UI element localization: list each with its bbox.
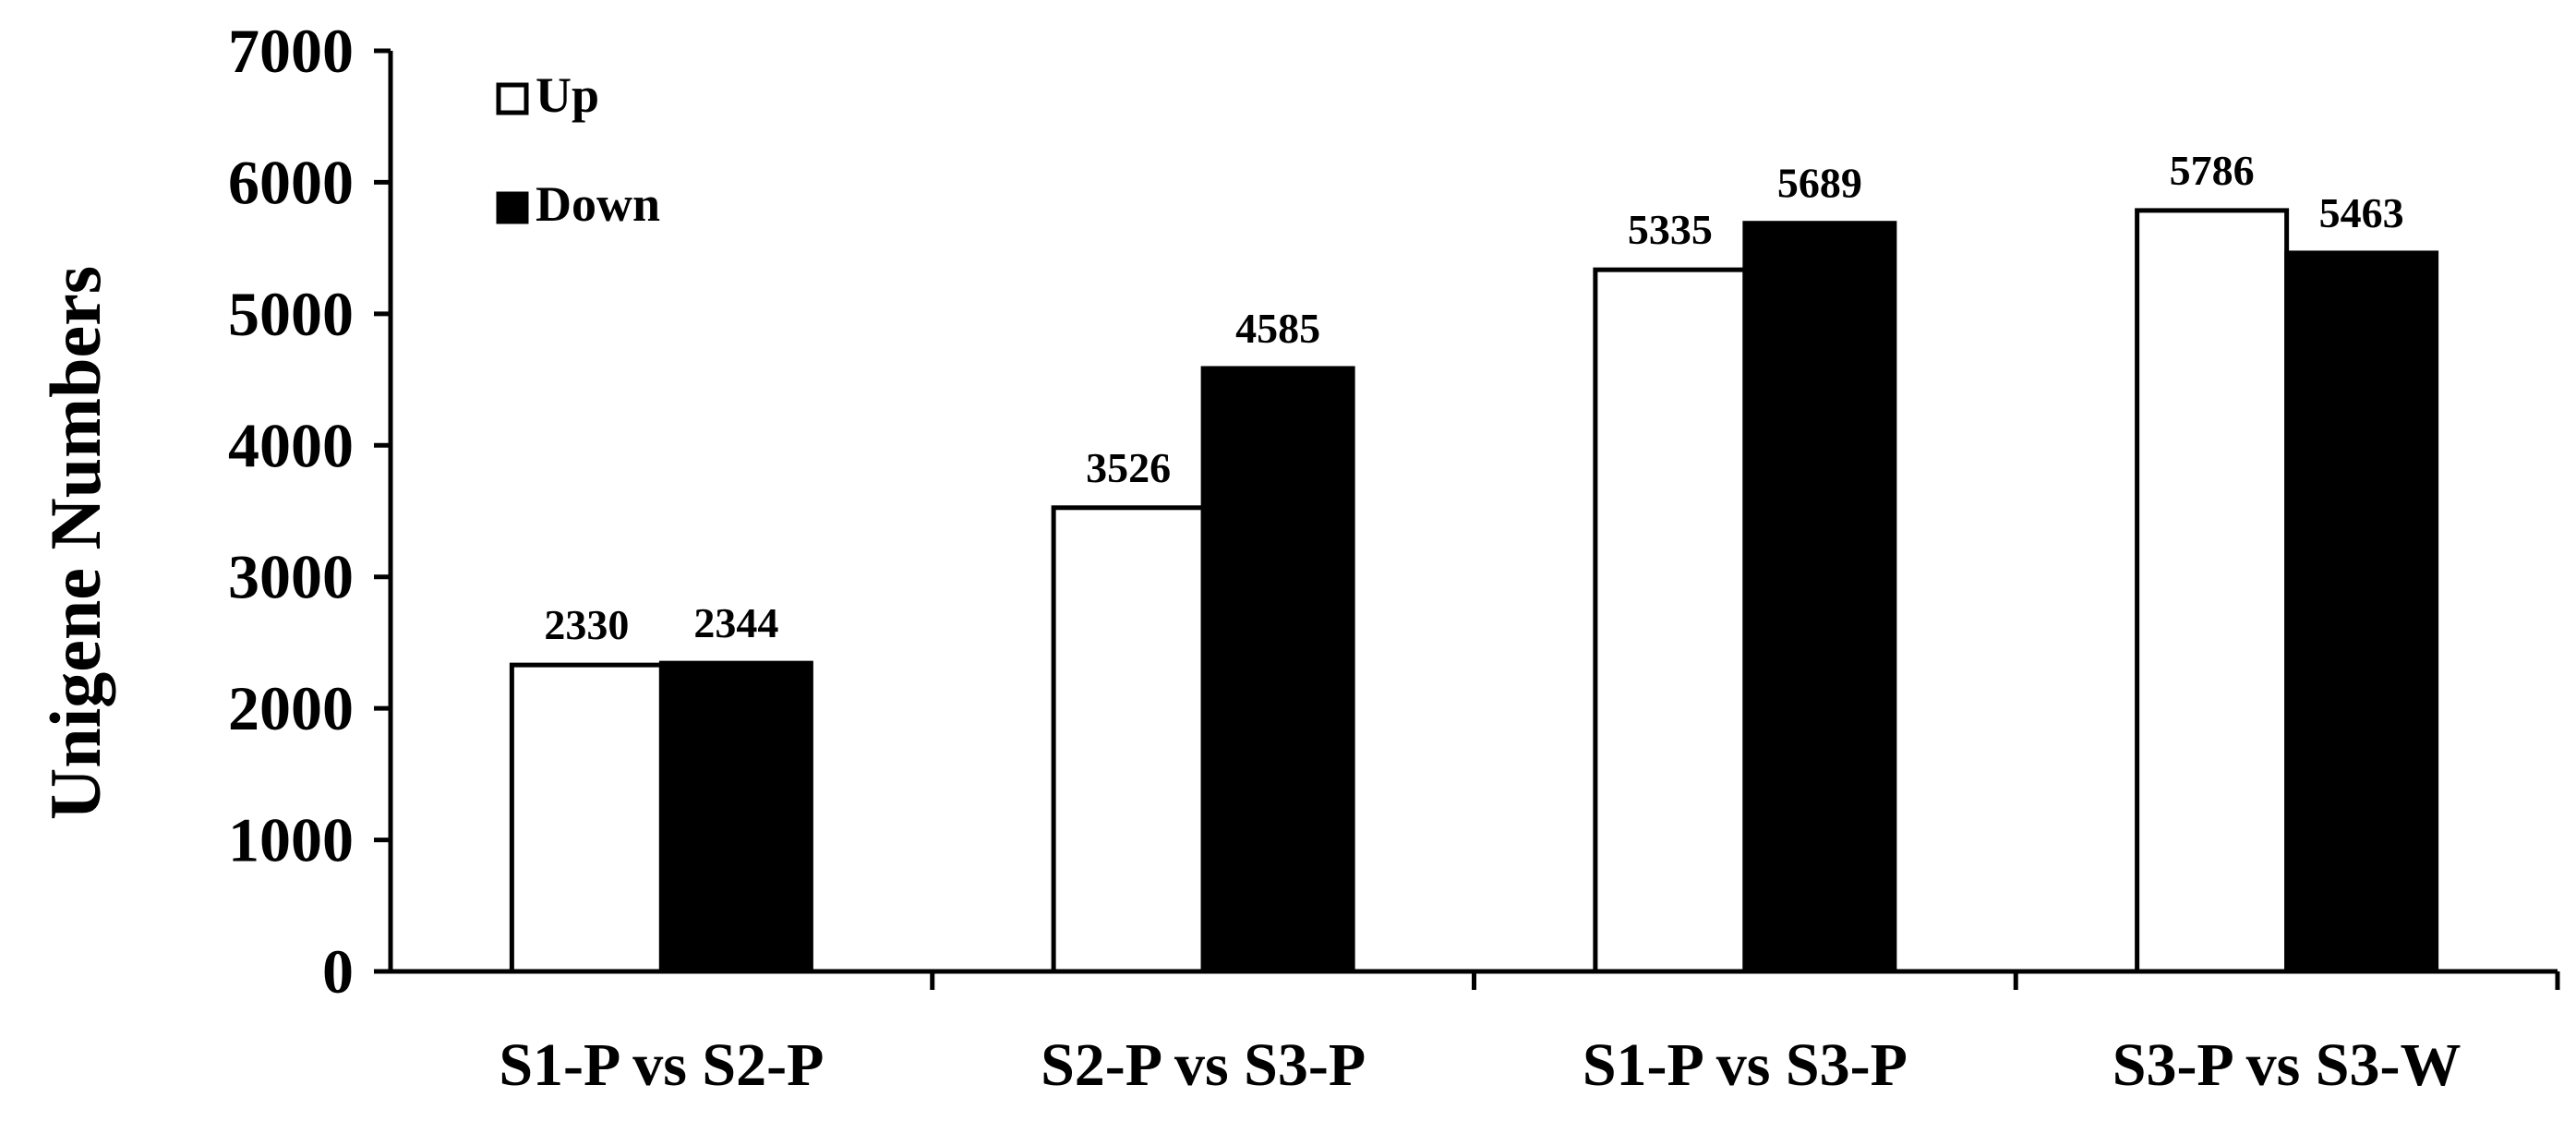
bar-up bbox=[2135, 208, 2290, 974]
legend-label: Up bbox=[536, 67, 599, 123]
category-label: S3-P vs S3-W bbox=[2113, 1031, 2462, 1099]
y-tick-label: 7000 bbox=[228, 16, 354, 86]
y-tick-label: 6000 bbox=[228, 147, 354, 217]
data-label: 5463 bbox=[2319, 189, 2404, 236]
data-label: 5689 bbox=[1777, 160, 1862, 207]
bar-down bbox=[2284, 250, 2439, 974]
legend-swatch-up bbox=[496, 82, 529, 115]
data-label: 5786 bbox=[2170, 147, 2255, 194]
legend-label: Down bbox=[536, 176, 660, 232]
y-axis-title: Unigene Numbers bbox=[35, 266, 115, 820]
y-tick-label: 2000 bbox=[228, 673, 354, 743]
legend-swatch-down bbox=[496, 191, 529, 224]
bar-down bbox=[658, 660, 813, 974]
category-label: S2-P vs S3-P bbox=[1041, 1031, 1366, 1099]
data-label: 5335 bbox=[1628, 206, 1713, 253]
data-label: 4585 bbox=[1235, 305, 1320, 352]
bars bbox=[509, 208, 2439, 974]
bar-down bbox=[1742, 221, 1897, 974]
y-tick-label: 1000 bbox=[228, 805, 354, 875]
y-tick-label: 0 bbox=[322, 936, 354, 1006]
data-label: 3526 bbox=[1086, 444, 1171, 491]
bar-up bbox=[1593, 267, 1748, 974]
legend: Up Down bbox=[496, 67, 660, 232]
data-label: 2344 bbox=[693, 599, 778, 646]
bar-up bbox=[1051, 505, 1206, 974]
category-label: S1-P vs S2-P bbox=[499, 1031, 824, 1099]
bar-up bbox=[509, 662, 664, 974]
labels: 0 1000 2000 3000 4000 5000 6000 7000 2330 2344 S1-… bbox=[228, 16, 2461, 1099]
category-label: S1-P vs S3-P bbox=[1583, 1031, 1908, 1099]
data-label: 2330 bbox=[544, 601, 629, 648]
bar-down bbox=[1200, 366, 1355, 974]
y-tick-label: 3000 bbox=[228, 542, 354, 612]
y-tick-label: 5000 bbox=[228, 279, 354, 349]
y-tick-label: 4000 bbox=[228, 410, 354, 480]
